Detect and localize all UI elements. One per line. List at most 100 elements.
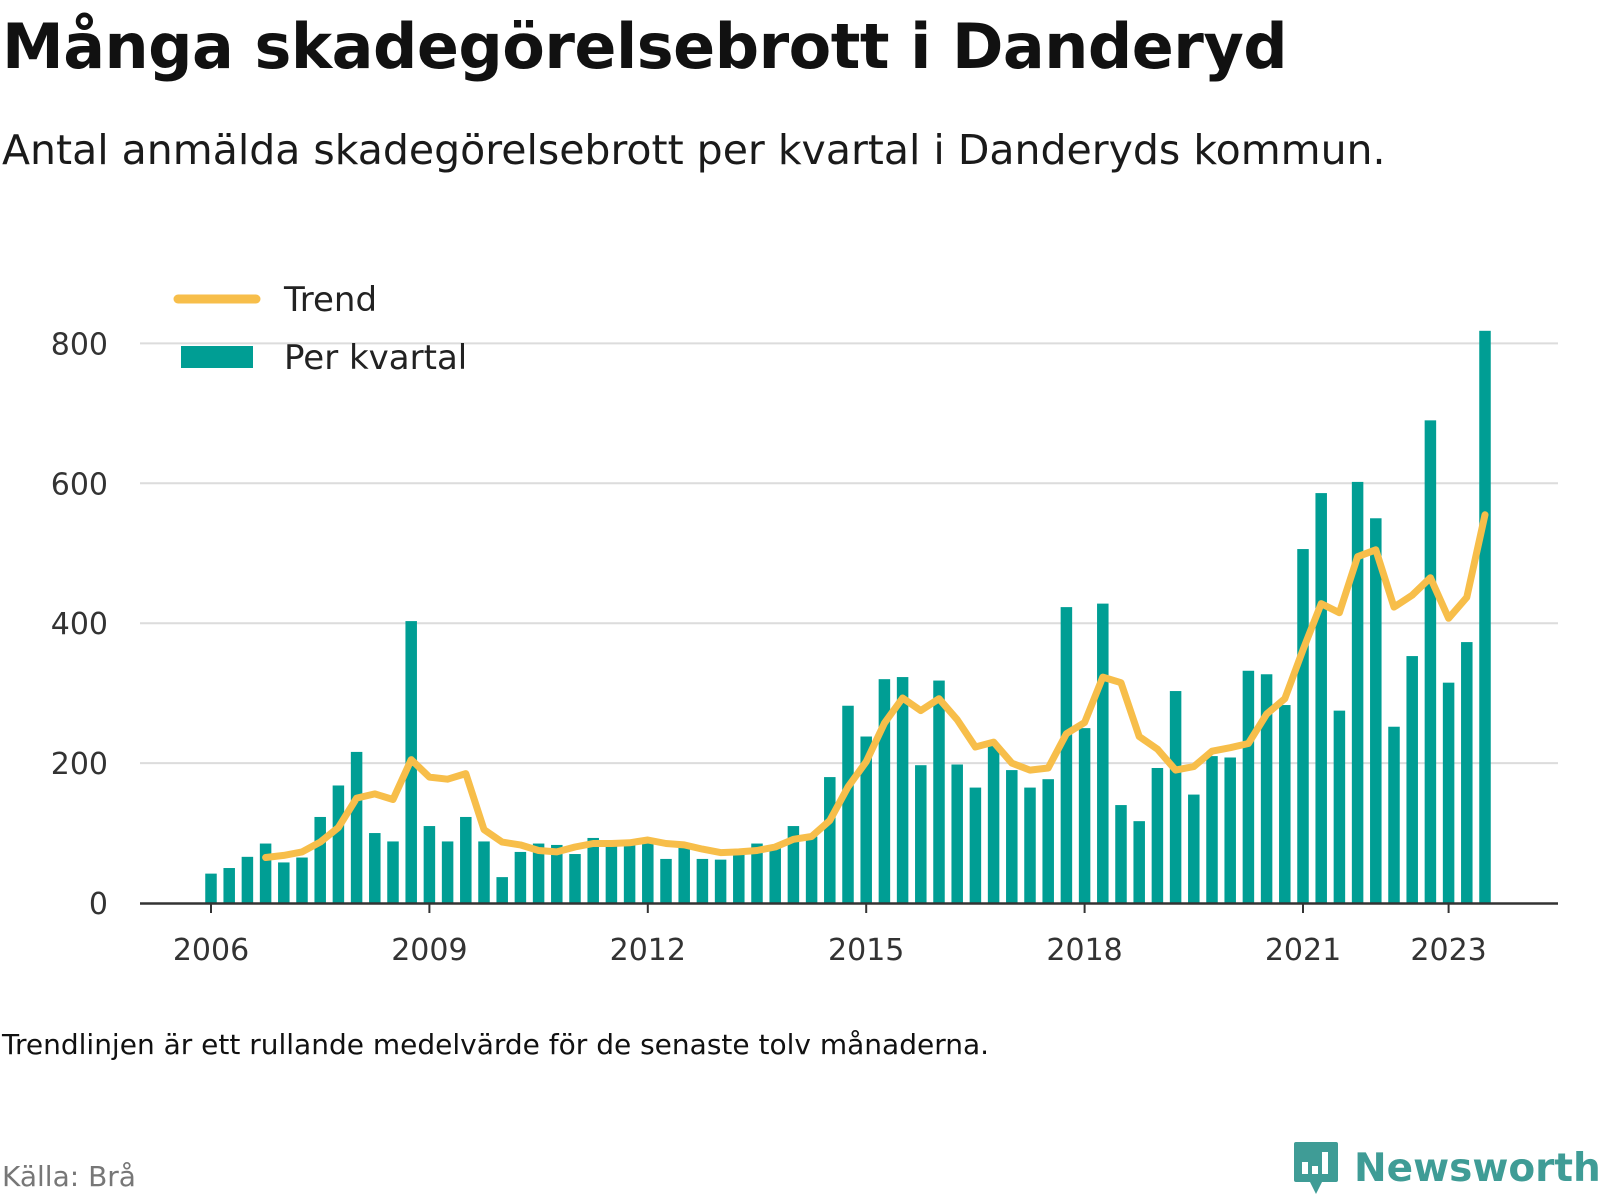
bar <box>696 858 709 903</box>
bar <box>369 833 381 903</box>
newsworthy-logo: Newsworthy <box>1292 1140 1600 1196</box>
bar <box>1115 805 1127 903</box>
bar <box>1279 705 1291 903</box>
y-tick-label: 800 <box>51 327 108 362</box>
x-tick-label: 2009 <box>391 933 467 968</box>
bar <box>1188 794 1200 903</box>
bar <box>733 850 745 903</box>
bar <box>332 785 345 903</box>
bar <box>824 777 836 903</box>
bar <box>1370 518 1382 903</box>
y-tick-label: 400 <box>51 607 108 642</box>
bar <box>478 841 490 903</box>
bar <box>951 764 963 903</box>
bar <box>642 841 654 903</box>
bar <box>569 854 581 903</box>
bar <box>1388 726 1400 903</box>
bar <box>1133 821 1145 903</box>
chart-subtitle: Antal anmälda skadegörelsebrott per kvar… <box>2 126 1386 174</box>
bar <box>969 787 982 903</box>
bar <box>1442 682 1455 903</box>
x-tick-label: 2006 <box>173 933 249 968</box>
legend-bar-swatch <box>181 346 253 368</box>
bar <box>223 868 235 903</box>
bar <box>241 856 254 903</box>
bar <box>1078 728 1091 903</box>
bar <box>460 816 472 903</box>
bar <box>878 679 891 903</box>
bar <box>1406 656 1418 903</box>
trend-line <box>262 511 1489 861</box>
bar <box>678 847 690 903</box>
bar <box>623 843 636 903</box>
bar <box>1260 674 1273 903</box>
bar <box>1206 756 1218 903</box>
line-series-trend <box>262 511 1489 861</box>
bar <box>1042 779 1054 903</box>
bar <box>769 848 781 903</box>
bar <box>1424 420 1437 903</box>
bar <box>1351 481 1364 903</box>
bar <box>933 680 945 903</box>
bar <box>987 745 1000 903</box>
bar <box>350 751 363 903</box>
bar <box>278 862 290 903</box>
x-tick-label: 2021 <box>1265 933 1341 968</box>
bar <box>1297 549 1309 903</box>
bar-series-per-kvartal <box>205 330 1491 904</box>
bar <box>441 841 454 903</box>
bar <box>1315 493 1327 903</box>
newsworthy-logo-icon <box>1294 1142 1338 1194</box>
bar <box>860 736 872 903</box>
bar <box>896 677 909 903</box>
bar <box>605 841 618 903</box>
x-tick-label: 2018 <box>1046 933 1122 968</box>
y-tick-label: 200 <box>51 747 108 782</box>
bar <box>1151 767 1164 903</box>
x-tick-label: 2015 <box>828 933 904 968</box>
bar <box>314 816 326 903</box>
bar <box>387 841 399 903</box>
bar <box>514 851 527 903</box>
newsworthy-logo-text: Newsworthy <box>1354 1145 1600 1191</box>
bar <box>842 705 854 903</box>
bar <box>714 859 727 903</box>
y-tick-label: 0 <box>89 887 108 922</box>
legend-trend-label: Trend <box>283 280 377 320</box>
bar <box>751 843 763 903</box>
x-tick-label: 2012 <box>610 933 686 968</box>
bar <box>423 826 436 903</box>
y-axis-ticks: 0 200 400 600 800 <box>51 327 108 922</box>
bar <box>259 843 272 903</box>
bar <box>1097 603 1109 903</box>
bar <box>787 826 800 903</box>
bar <box>1333 710 1346 903</box>
bar <box>205 873 217 903</box>
source-credit: Källa: Brå <box>2 1160 136 1193</box>
bar <box>1461 642 1473 903</box>
x-tick-label: 2023 <box>1410 933 1486 968</box>
bar <box>1006 770 1018 903</box>
bar <box>1479 330 1491 904</box>
bar <box>1169 691 1182 903</box>
bar <box>660 858 672 903</box>
legend: Trend Per kvartal <box>173 280 467 378</box>
bar <box>496 877 508 903</box>
bar <box>587 837 599 903</box>
x-axis-ticks: 2006 2009 2012 2015 2018 2021 2023 <box>173 903 1487 968</box>
y-tick-label: 600 <box>51 467 108 502</box>
chart-title: Många skadegörelsebrott i Danderyd <box>2 10 1288 83</box>
bar <box>551 844 563 903</box>
bar <box>805 836 818 903</box>
bar <box>532 843 545 903</box>
bar <box>1060 607 1073 903</box>
bar <box>915 765 927 903</box>
legend-bar-label: Per kvartal <box>284 338 467 378</box>
bar <box>1242 670 1255 903</box>
gridlines <box>140 342 1558 765</box>
footnote: Trendlinjen är ett rullande medelvärde f… <box>2 1028 990 1061</box>
bar <box>1024 787 1036 903</box>
bar <box>296 857 308 903</box>
bar <box>1224 757 1236 903</box>
